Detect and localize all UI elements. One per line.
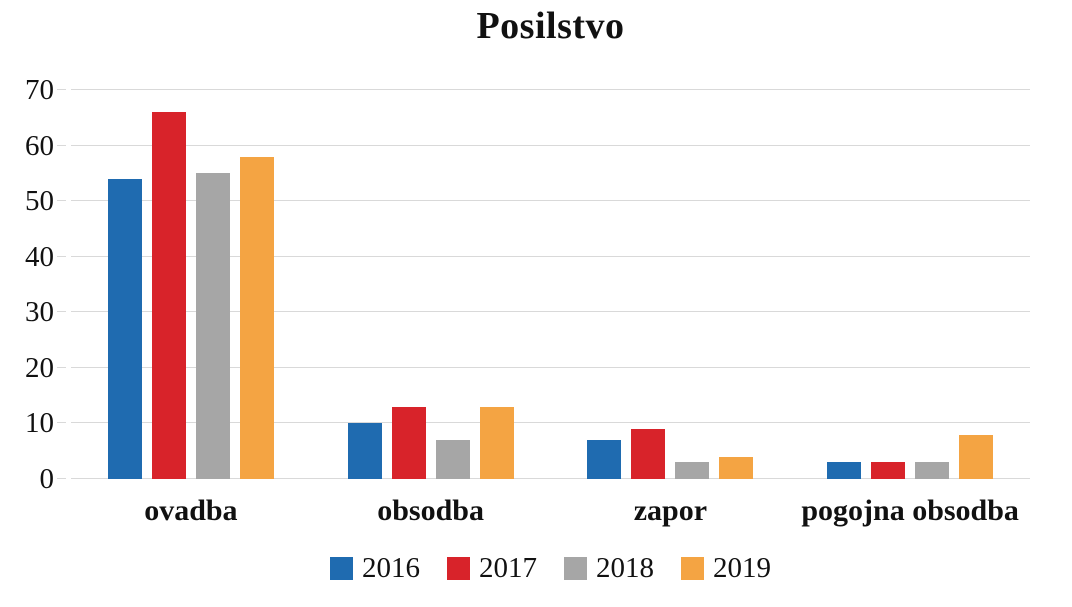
bar-2017-pogojna-obsodba (871, 462, 906, 479)
legend-item-2019: 2019 (681, 552, 771, 585)
legend-item-2018: 2018 (564, 552, 654, 585)
bar-2018-zapor (675, 462, 710, 479)
bar-2019-ovadba (239, 156, 274, 479)
category-label: pogojna obsodba (801, 494, 1019, 527)
bar-2018-ovadba (195, 173, 230, 479)
gridline (71, 255, 1030, 257)
axis-tick (57, 144, 66, 146)
y-tick-label: 60 (25, 129, 54, 162)
category-label: ovadba (144, 494, 238, 527)
bar-2016-zapor (587, 440, 622, 479)
bar-group (790, 90, 1030, 479)
bar-group (311, 90, 551, 479)
gridline (71, 311, 1030, 313)
x-axis: ovadba obsodba zapor pogojna obsodba (71, 494, 1030, 528)
y-tick-label: 70 (25, 74, 54, 106)
axis-tick (57, 311, 66, 313)
gridline (71, 200, 1030, 202)
bar-2018-obsodba (435, 440, 470, 479)
y-axis: 0 10 20 30 40 50 60 70 (0, 75, 54, 494)
legend-label: 2018 (596, 552, 654, 584)
legend-swatch (330, 557, 353, 580)
legend-label: 2016 (362, 552, 420, 584)
chart-title: Posilstvo (476, 5, 625, 47)
axis-tick (57, 478, 66, 479)
legend-item-2016: 2016 (330, 552, 420, 585)
axis-tick (57, 200, 66, 202)
bar-2019-pogojna-obsodba (959, 434, 994, 479)
legend-label: 2019 (713, 552, 771, 584)
gridline (71, 478, 1030, 479)
bar-2019-obsodba (479, 406, 514, 479)
gridline (71, 422, 1030, 424)
legend-swatch (447, 557, 470, 580)
legend-swatch (681, 557, 704, 580)
category-label: obsodba (377, 494, 484, 527)
y-tick-label: 0 (39, 463, 55, 495)
legend-swatch (564, 557, 587, 580)
axis-tick (57, 422, 66, 424)
axis-tick (57, 366, 66, 368)
bar-2016-ovadba (107, 178, 142, 479)
gridline (71, 144, 1030, 146)
bar-groups (71, 90, 1030, 479)
bar-2017-ovadba (151, 112, 186, 479)
y-tick-label: 30 (25, 296, 54, 329)
bar-2017-obsodba (391, 406, 426, 479)
legend-label: 2017 (479, 552, 537, 584)
gridline (71, 89, 1030, 90)
bar-2017-zapor (631, 429, 666, 479)
y-tick-label: 20 (25, 351, 54, 384)
gridline (71, 366, 1030, 368)
bar-2019-zapor (719, 456, 754, 479)
bar-2018-pogojna-obsodba (915, 462, 950, 479)
bar-2016-obsodba (347, 423, 382, 479)
y-tick-label: 10 (25, 407, 54, 440)
category-label: zapor (633, 494, 708, 527)
y-tick-label: 40 (25, 240, 54, 273)
legend: 2016 2017 2018 2019 (71, 552, 1030, 585)
plot-area (57, 89, 1030, 479)
bar-group (71, 90, 311, 479)
y-tick-label: 50 (25, 185, 54, 218)
axis-tick (57, 255, 66, 257)
axis-tick (57, 89, 66, 90)
bar-2016-pogojna-obsodba (827, 462, 862, 479)
legend-item-2017: 2017 (447, 552, 537, 585)
bar-group (551, 90, 791, 479)
